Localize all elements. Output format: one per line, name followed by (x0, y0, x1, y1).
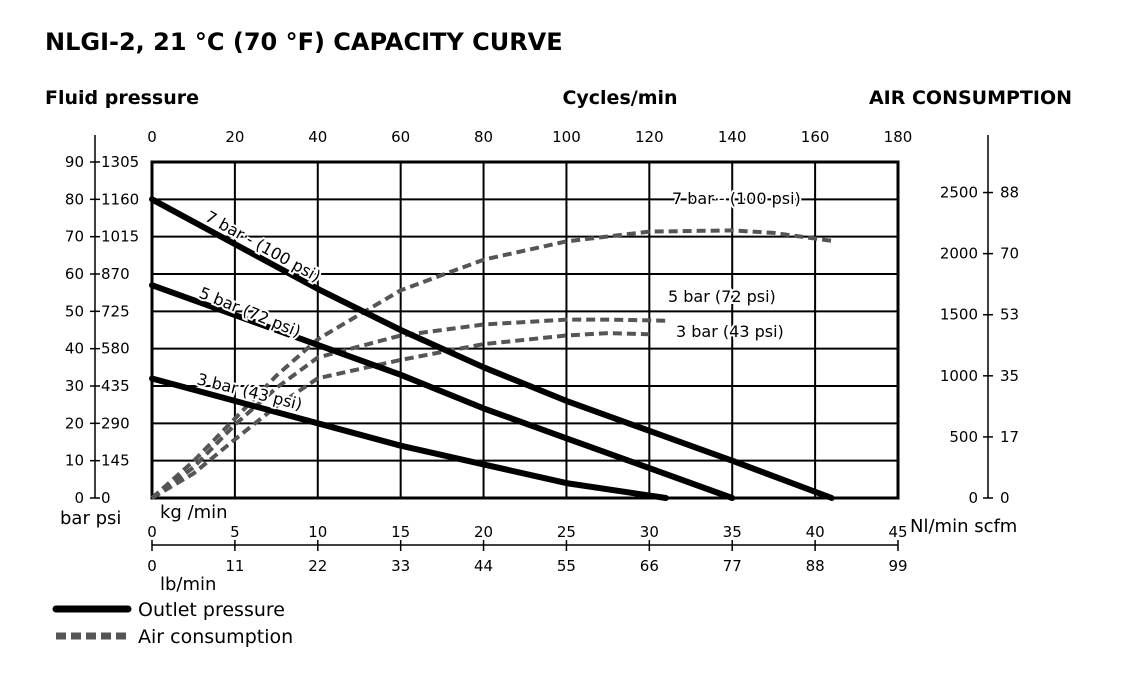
left-axis-unit-label: bar psi (60, 508, 121, 529)
left-axis-tick-label-bar: 0 (74, 489, 84, 507)
top-axis-title: Cycles/min (562, 87, 677, 109)
top-axis-tick-label: 40 (308, 128, 327, 146)
right-axis-title: AIR CONSUMPTION (869, 87, 1072, 109)
outlet-pressure-line (149, 282, 736, 501)
right-axis-tick-label-scfm: 0 (1000, 489, 1010, 507)
chart-title: NLGI-2, 21 °C (70 °F) CAPACITY CURVE (45, 28, 563, 56)
lb-axis-tick-label: 0 (147, 557, 157, 575)
lb-axis-title: lb/min (160, 574, 216, 595)
lb-axis-tick-label: 11 (225, 557, 244, 575)
right-axis-tick-label-scfm: 88 (1000, 184, 1019, 202)
top-axis-tick-label: 80 (474, 128, 493, 146)
top-axis-tick-label: 0 (147, 128, 157, 146)
left-axis-tick-label-psi: 725 (101, 302, 130, 320)
right-axis-tick-label-nl: 2000 (940, 245, 978, 263)
left-axis-tick-label-bar: 90 (65, 153, 84, 171)
lb-axis-tick-label: 88 (806, 557, 825, 575)
right-axis-unit-label: Nl/min scfm (910, 516, 1017, 537)
lb-axis-tick-label: 99 (888, 557, 907, 575)
top-axis-tick-label: 20 (225, 128, 244, 146)
air-consumption-line (150, 317, 671, 500)
left-axis-tick-label-psi: 870 (101, 265, 130, 283)
kg-axis-tick-label: 0 (147, 523, 157, 541)
plot-frame (150, 160, 900, 500)
left-axis-tick-label-bar: 70 (65, 228, 84, 246)
series-lines (149, 196, 837, 501)
right-axis-tick-label-nl: 500 (949, 428, 978, 446)
left-axis-tick-label-psi: 1015 (101, 228, 139, 246)
left-axis-tick-label-bar: 50 (65, 302, 84, 320)
right-axis-tick-label-nl: 0 (968, 489, 978, 507)
lb-axis-tick-label: 44 (474, 557, 493, 575)
left-axis-tick-label-psi: 580 (101, 340, 130, 358)
air-label-7bar: 7 bar - (100 psi) (672, 189, 801, 208)
left-axis-tick-label-psi: 145 (101, 452, 130, 470)
kg-axis-tick-label: 45 (888, 523, 907, 541)
right-axis-tick-label-scfm: 35 (1000, 367, 1019, 385)
plot-grid (150, 160, 900, 500)
air-label-5bar: 5 bar (72 psi) (668, 287, 776, 306)
left-axis-tick-label-bar: 30 (65, 377, 84, 395)
lb-axis-tick-label: 77 (723, 557, 742, 575)
legend: Outlet pressure Air consumption (52, 599, 293, 648)
right-axis-tick-label-nl: 1500 (940, 306, 978, 324)
left-axis-tick-label-bar: 10 (65, 452, 84, 470)
legend-label-outlet: Outlet pressure (138, 599, 285, 621)
left-axis-tick-label-psi: 290 (101, 414, 130, 432)
kg-axis-tick-label: 30 (640, 523, 659, 541)
left-axis-tick-label-psi: 435 (101, 377, 130, 395)
kg-axis-tick-label: 10 (308, 523, 327, 541)
top-axis-tick-label: 120 (635, 128, 664, 146)
top-axis-tick-label: 180 (884, 128, 913, 146)
left-axis-tick-label-psi: 0 (101, 489, 111, 507)
left-axis-tick-label-bar: 40 (65, 340, 84, 358)
left-axis-tick-label-bar: 60 (65, 265, 84, 283)
right-axis-tick-label-scfm: 53 (1000, 306, 1019, 324)
kg-axis-tick-label: 20 (474, 523, 493, 541)
legend-label-air: Air consumption (138, 626, 293, 648)
air-consumption-line (150, 331, 650, 500)
kg-axis-tick-label: 25 (557, 523, 576, 541)
outlet-pressure-line (149, 196, 835, 501)
curve-labels: 7 bar - (100 psi) 5 bar (72 psi) 3 bar (43… (193, 187, 803, 416)
left-axis-tick-label-psi: 1305 (101, 153, 139, 171)
lb-axis-tick-label: 33 (391, 557, 410, 575)
lb-axis-tick-label: 66 (640, 557, 659, 575)
lb-axis-tick-label: 22 (308, 557, 327, 575)
kg-axis-tick-label: 15 (391, 523, 410, 541)
kg-axis-tick-label: 40 (806, 523, 825, 541)
top-axis-tick-label: 160 (801, 128, 830, 146)
left-axis-tick-label-bar: 80 (65, 190, 84, 208)
outlet-pressure-line (149, 375, 669, 501)
top-axis-tick-label: 100 (552, 128, 581, 146)
lb-axis-tick-label: 55 (557, 557, 576, 575)
left-axis-tick-label-bar: 20 (65, 414, 84, 432)
left-axis-title: Fluid pressure (45, 87, 199, 109)
right-axis-tick-label-scfm: 17 (1000, 428, 1019, 446)
kg-axis-title: kg /min (160, 502, 228, 523)
top-axis-tick-label: 140 (718, 128, 747, 146)
air-consumption-line (150, 228, 837, 500)
right-axis-tick-label-nl: 2500 (940, 184, 978, 202)
kg-axis-tick-label: 35 (723, 523, 742, 541)
right-axis-tick-label-scfm: 70 (1000, 245, 1019, 263)
top-axis-tick-label: 60 (391, 128, 410, 146)
air-label-3bar: 3 bar (43 psi) (676, 322, 784, 341)
left-axis-tick-label-psi: 1160 (101, 190, 139, 208)
right-axis-tick-label-nl: 1000 (940, 367, 978, 385)
kg-axis-tick-label: 5 (230, 523, 240, 541)
